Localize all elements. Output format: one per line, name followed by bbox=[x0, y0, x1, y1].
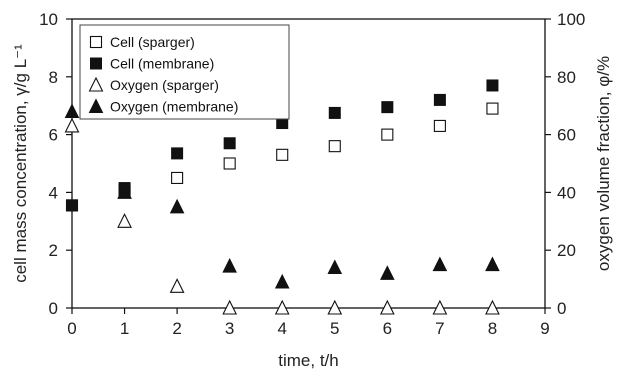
data-point bbox=[222, 257, 237, 273]
data-point bbox=[485, 299, 500, 315]
data-point bbox=[64, 117, 80, 133]
plot-area bbox=[71, 18, 546, 309]
data-points bbox=[64, 79, 500, 315]
legend-marker bbox=[89, 35, 103, 49]
data-point bbox=[432, 299, 448, 315]
x-tick-label: 7 bbox=[435, 319, 444, 338]
y2-tick-label: 0 bbox=[557, 299, 566, 318]
y-tick-label: 0 bbox=[49, 299, 58, 318]
y2-tick-label: 100 bbox=[557, 10, 585, 29]
y-tick-label: 4 bbox=[49, 183, 58, 202]
x-tick-label: 5 bbox=[330, 319, 339, 338]
y-tick-label: 10 bbox=[39, 10, 58, 29]
x-tick-label: 3 bbox=[225, 319, 234, 338]
series-open-triangle bbox=[64, 117, 500, 315]
data-point bbox=[66, 199, 78, 212]
legend-box bbox=[79, 24, 290, 120]
y-tick-label: 8 bbox=[49, 68, 58, 87]
legend-marker bbox=[88, 76, 104, 92]
x-axis: 0 1 2 3 4 5 6 7 8 9 bbox=[67, 308, 550, 338]
data-point bbox=[433, 119, 446, 132]
data-point bbox=[327, 259, 343, 275]
x-tick-label: 2 bbox=[172, 319, 181, 338]
y-tick-label: 6 bbox=[49, 126, 58, 145]
y-axis-left: 0 2 4 6 8 10 bbox=[39, 10, 72, 318]
data-point bbox=[171, 171, 184, 184]
legend-label: Cell (membrane) bbox=[110, 56, 214, 72]
legend-label: Cell (sparger) bbox=[110, 34, 195, 50]
data-point bbox=[274, 299, 290, 315]
data-point bbox=[276, 148, 289, 161]
data-point bbox=[222, 299, 238, 315]
y-axis-label: cell mass concentration, γ/g L⁻¹ bbox=[11, 44, 30, 283]
data-point bbox=[379, 299, 395, 315]
data-point bbox=[381, 128, 394, 141]
data-point bbox=[485, 256, 500, 272]
data-point bbox=[171, 147, 184, 160]
series-filled-triangle bbox=[64, 103, 500, 289]
y2-tick-label: 40 bbox=[557, 183, 576, 202]
data-point bbox=[328, 106, 341, 119]
legend-marker bbox=[90, 57, 102, 70]
data-point bbox=[328, 140, 341, 153]
data-point bbox=[486, 79, 499, 92]
x-tick-label: 4 bbox=[277, 319, 286, 338]
y2-tick-label: 60 bbox=[557, 126, 576, 145]
y2-tick-label: 20 bbox=[557, 241, 576, 260]
y-tick-label: 2 bbox=[49, 241, 58, 260]
y-axis-right: 0 20 40 60 80 100 bbox=[545, 10, 585, 318]
data-point bbox=[223, 157, 236, 170]
data-point bbox=[432, 256, 448, 272]
data-point bbox=[327, 299, 343, 315]
legend-label: Oxygen (membrane) bbox=[110, 99, 238, 115]
data-point bbox=[64, 103, 80, 118]
x-tick-label: 0 bbox=[67, 319, 76, 338]
data-point bbox=[274, 273, 290, 289]
legend: Cell (sparger) Cell (membrane) Oxygen (spa… bbox=[79, 24, 290, 120]
data-point bbox=[486, 102, 499, 115]
x-tick-label: 9 bbox=[540, 319, 549, 338]
data-point bbox=[433, 93, 446, 106]
legend-label: Oxygen (sparger) bbox=[110, 77, 219, 93]
data-point bbox=[380, 265, 395, 280]
x-tick-label: 6 bbox=[383, 319, 392, 338]
x-tick-label: 8 bbox=[488, 319, 497, 338]
x-axis-label: time, t/h bbox=[278, 351, 338, 370]
y2-axis-label: oxygen volume fraction, φ/% bbox=[594, 56, 613, 271]
data-point bbox=[169, 198, 185, 214]
data-point bbox=[223, 137, 236, 150]
data-point bbox=[117, 213, 132, 228]
data-point bbox=[381, 101, 394, 114]
x-tick-label: 1 bbox=[120, 319, 129, 338]
data-point bbox=[117, 184, 132, 199]
y2-tick-label: 80 bbox=[557, 68, 576, 87]
data-point bbox=[169, 278, 185, 293]
legend-marker bbox=[88, 98, 104, 113]
